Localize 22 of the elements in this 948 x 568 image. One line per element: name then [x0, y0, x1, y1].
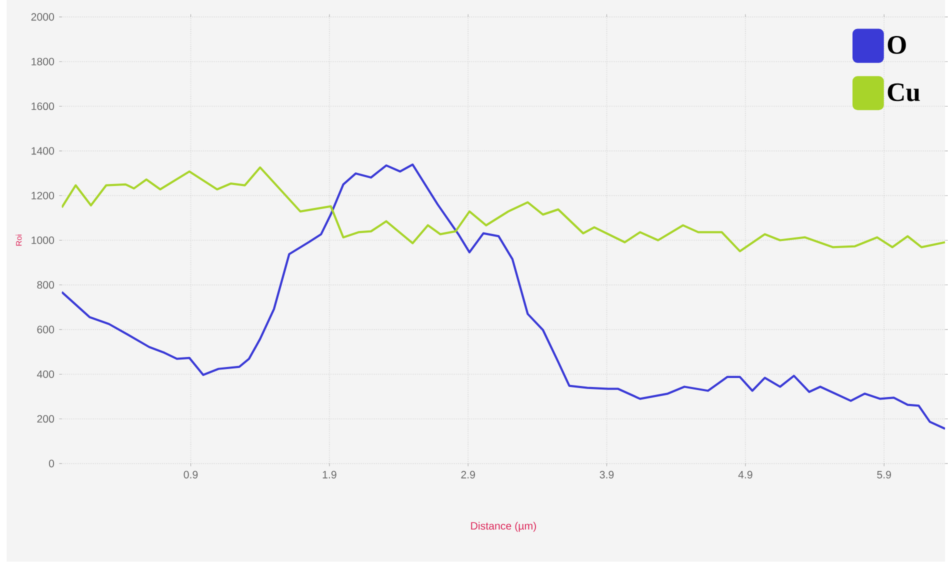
x-axis-title: Distance (µm)	[471, 522, 536, 532]
y-tick-label: 1000	[32, 236, 54, 244]
y-tick-label: 1600	[32, 102, 54, 110]
line-series	[62, 163, 946, 430]
y-tick-label: 1800	[32, 58, 54, 66]
y-tick-label: 800	[37, 281, 54, 289]
line-series	[62, 166, 946, 252]
y-tick-label: 1200	[32, 192, 54, 200]
y-tick-label: 0	[48, 460, 54, 468]
legend-label: Cu	[888, 83, 920, 102]
legend-label: O	[888, 36, 906, 54]
x-tick-label: 0.9	[184, 470, 198, 478]
y-tick-label: 600	[37, 326, 54, 334]
y-tick-label: 200	[37, 415, 54, 423]
x-tick-label: 2.9	[461, 470, 475, 478]
y-tick-label: 1400	[32, 147, 54, 155]
x-tick-label: 5.9	[877, 470, 891, 478]
x-tick-label: 1.9	[322, 470, 336, 478]
y-tick-label: 2000	[31, 13, 54, 21]
y-tick-label: 400	[36, 370, 54, 378]
x-tick-label: 4.9	[738, 470, 752, 478]
x-tick-label: 3.9	[600, 470, 614, 478]
